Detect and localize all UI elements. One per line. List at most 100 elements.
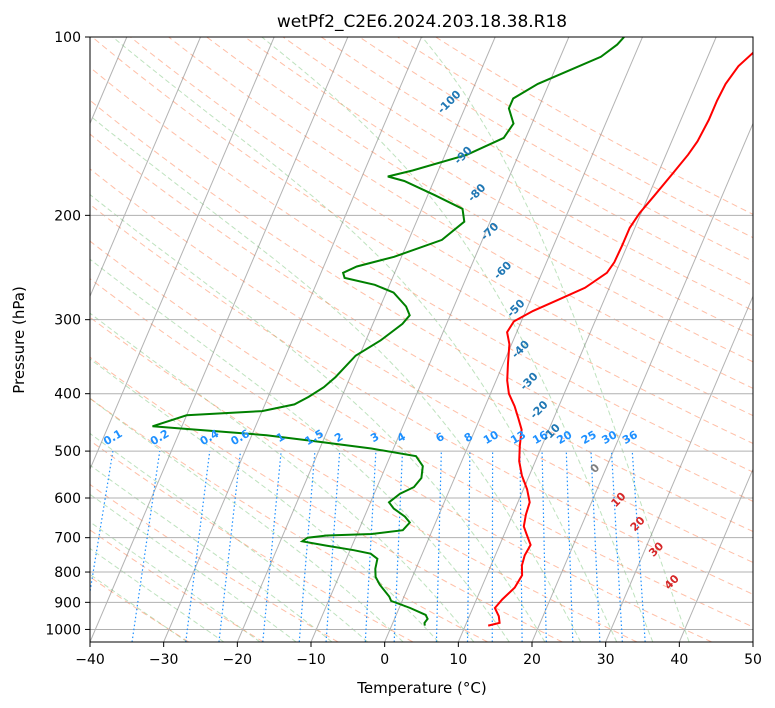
- x-tick-label: 40: [670, 652, 688, 668]
- temperature-line: [487, 51, 753, 627]
- dry-adiabat: [91, 37, 753, 444]
- dry-adiabat-label: -20: [527, 398, 550, 421]
- mixing-ratio-line: [298, 451, 316, 642]
- dry-adiabat: [90, 203, 753, 595]
- x-axis: −40 −30 −20 −10 0 10 20 30 40 50: [75, 642, 762, 668]
- dry-adiabat: [435, 37, 753, 215]
- dry-adiabat: [130, 37, 753, 417]
- mixing-ratio-label: 0.6: [228, 427, 252, 448]
- dry-adiabat: [90, 168, 753, 563]
- x-tick-label: 0: [380, 652, 389, 668]
- mixing-ratio-line: [590, 451, 601, 642]
- y-tick-label: 800: [54, 565, 81, 581]
- y-axis-title: Pressure (hPa): [10, 286, 28, 394]
- isotherm: [90, 37, 275, 471]
- moist-adiabat: [90, 258, 510, 642]
- x-tick-label: 10: [449, 652, 467, 668]
- dry-adiabat: [90, 440, 414, 642]
- y-tick-label: 700: [54, 531, 81, 547]
- y-tick-label: 1000: [45, 622, 81, 638]
- moist-adiabat-label: 10: [609, 490, 629, 510]
- mixing-ratio-line: [90, 451, 114, 596]
- moist-adiabat-label: 40: [662, 572, 682, 592]
- dewpoint-line: [152, 37, 625, 626]
- x-tick-label: 30: [597, 652, 615, 668]
- dry-adiabat: [206, 37, 753, 363]
- background-lines: [90, 37, 753, 642]
- mixing-ratio-label: 3: [368, 430, 381, 445]
- moist-adiabat: [90, 573, 188, 642]
- dry-adiabat: [90, 529, 264, 642]
- dry-adiabat: [168, 37, 753, 389]
- y-tick-label: 100: [54, 30, 81, 46]
- mixing-ratio-label: 0.2: [148, 427, 171, 448]
- isotherm: [678, 467, 753, 642]
- dry-adiabat: [90, 240, 753, 628]
- moist-adiabat: [90, 312, 475, 642]
- isotherm: [752, 640, 753, 642]
- dry-adiabat-label: -90: [452, 144, 475, 167]
- x-tick-label: −40: [75, 652, 105, 668]
- moist-adiabat: [90, 115, 582, 642]
- x-tick-label: −30: [149, 652, 179, 668]
- y-axis: 100 200 300 400 500 600 700 800 900 1000: [45, 30, 90, 638]
- moist-adiabat: [90, 397, 404, 642]
- mixing-ratio-label: 10: [481, 428, 501, 447]
- isotherm: [163, 37, 422, 642]
- x-axis-title: Temperature (°C): [356, 679, 486, 697]
- isotherm: [531, 122, 753, 642]
- mixing-ratio-label: 25: [579, 428, 599, 447]
- mixing-ratio-line: [435, 451, 442, 642]
- x-tick-label: −20: [223, 652, 253, 668]
- dry-adiabat: [90, 133, 753, 533]
- isotherm: [90, 37, 201, 298]
- moist-adiabat: [421, 37, 690, 642]
- mixing-ratio-label: 36: [620, 428, 640, 447]
- dry-adiabat: [359, 37, 753, 262]
- dry-adiabat-label: -30: [517, 370, 540, 393]
- moist-adiabat: [90, 464, 333, 642]
- moist-adiabat: [90, 547, 225, 642]
- mixing-ratio-label: 8: [462, 430, 475, 445]
- mixing-ratio-line: [631, 451, 646, 642]
- mixing-ratio-label: 0.1: [101, 427, 124, 448]
- dry-adiabat: [90, 576, 190, 642]
- moist-adiabat: [112, 37, 618, 642]
- x-tick-label: 50: [744, 652, 762, 668]
- isotherm: [605, 295, 753, 642]
- mixing-ratio-label: 4: [395, 430, 408, 445]
- isotherm: [236, 37, 496, 642]
- mixing-ratio-line: [364, 451, 377, 642]
- dry-adiabat: [90, 66, 753, 473]
- x-tick-label: 20: [523, 652, 541, 668]
- y-tick-label: 900: [54, 595, 81, 611]
- mixing-ratio-line: [185, 451, 211, 642]
- y-tick-label: 200: [54, 208, 81, 224]
- isotherm: [457, 37, 717, 642]
- mixing-ratio-label: 1.5: [302, 427, 325, 448]
- dry-adiabat: [90, 316, 638, 642]
- dry-adiabat: [90, 356, 563, 642]
- mixing-ratio-line: [466, 451, 471, 642]
- y-tick-label: 500: [54, 444, 81, 460]
- dry-adiabat: [90, 397, 488, 642]
- moist-adiabat-label: 0: [588, 461, 603, 476]
- moist-adiabat: [90, 193, 546, 642]
- mixing-ratio-line: [519, 451, 523, 642]
- dry-adiabat: [90, 483, 339, 642]
- plot-frame: [89, 36, 754, 643]
- dry-adiabat-label: -100: [435, 87, 464, 116]
- moist-adiabat: [90, 493, 297, 642]
- y-tick-label: 400: [54, 387, 81, 403]
- sounding-series: [152, 37, 753, 627]
- line-labels: 0.1 0.2 0.4 0.6 1 1.5 2 3 4 6 8 10 13 16 20 25 30 36-100-…: [101, 87, 682, 592]
- dry-adiabat-label: -60: [491, 258, 514, 281]
- chart-title: wetPf2_C2E6.2024.203.18.38.R18: [277, 12, 567, 32]
- moist-adiabat: [261, 37, 654, 642]
- y-tick-label: 600: [54, 491, 81, 507]
- moist-adiabat: [90, 521, 261, 642]
- isotherm: [384, 37, 643, 642]
- mixing-ratio-label: 6: [433, 430, 446, 445]
